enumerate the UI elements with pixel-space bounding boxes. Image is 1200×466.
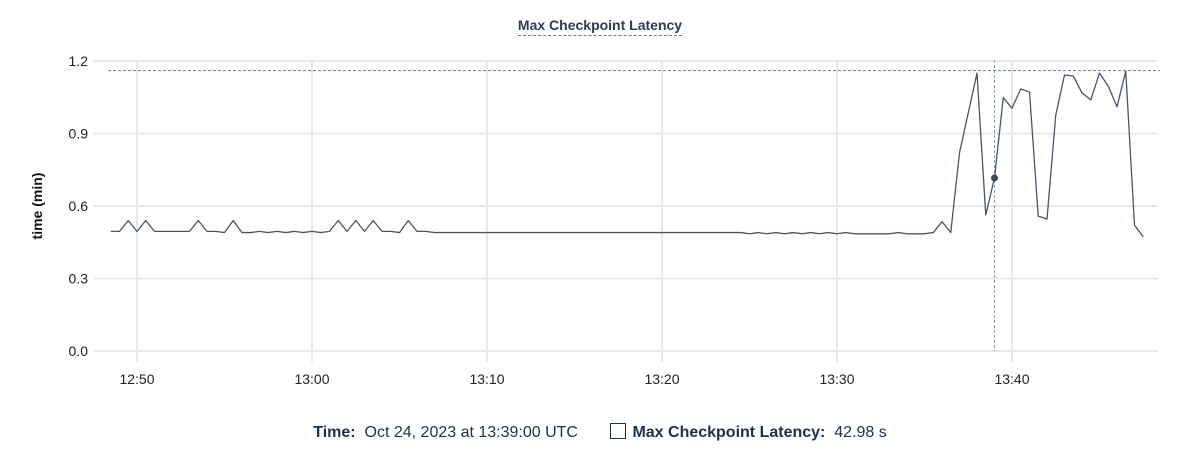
- chart-title: Max Checkpoint Latency: [0, 17, 1200, 36]
- x-tick-label: 13:10: [469, 371, 504, 387]
- series-checkbox[interactable]: [610, 423, 627, 439]
- x-tick-label: 13:00: [294, 371, 329, 387]
- y-tick-label: 0.0: [69, 343, 89, 359]
- series-value: 42.98 s: [834, 424, 887, 441]
- time-label: Time:: [313, 424, 356, 441]
- y-axis-label: time (min): [29, 173, 45, 240]
- series-label: Max Checkpoint Latency:: [632, 424, 826, 441]
- y-tick-label: 0.9: [69, 126, 89, 142]
- crosshair-point: [991, 174, 998, 182]
- y-tick-label: 0.3: [69, 271, 89, 287]
- y-axis-ticks: 0.0 0.3 0.6 0.9 1.2: [69, 53, 89, 359]
- y-tick-label: 0.6: [69, 198, 89, 214]
- y-tick-label: 1.2: [69, 53, 89, 69]
- x-tick-label: 12:50: [119, 371, 154, 387]
- series: [110, 70, 1144, 238]
- x-tick-label: 13:40: [994, 371, 1029, 387]
- x-axis-ticks: 12:50 13:00 13:10 13:20 13:30 13:40: [119, 371, 1029, 387]
- chart-title-text: Max Checkpoint Latency: [517, 17, 683, 36]
- series-line: [110, 70, 1144, 238]
- grid: [94, 60, 1158, 362]
- time-value: Oct 24, 2023 at 13:39:00 UTC: [364, 424, 578, 441]
- x-tick-label: 13:20: [644, 371, 679, 387]
- reference-lines: [108, 60, 1160, 351]
- tooltip-footer: Time: Oct 24, 2023 at 13:39:00 UTC Max C…: [0, 423, 1200, 442]
- x-tick-label: 13:30: [819, 371, 854, 387]
- line-chart[interactable]: 0.0 0.3 0.6 0.9 1.2 12:50 13:00 13:10 13:20 13:3…: [0, 0, 1200, 410]
